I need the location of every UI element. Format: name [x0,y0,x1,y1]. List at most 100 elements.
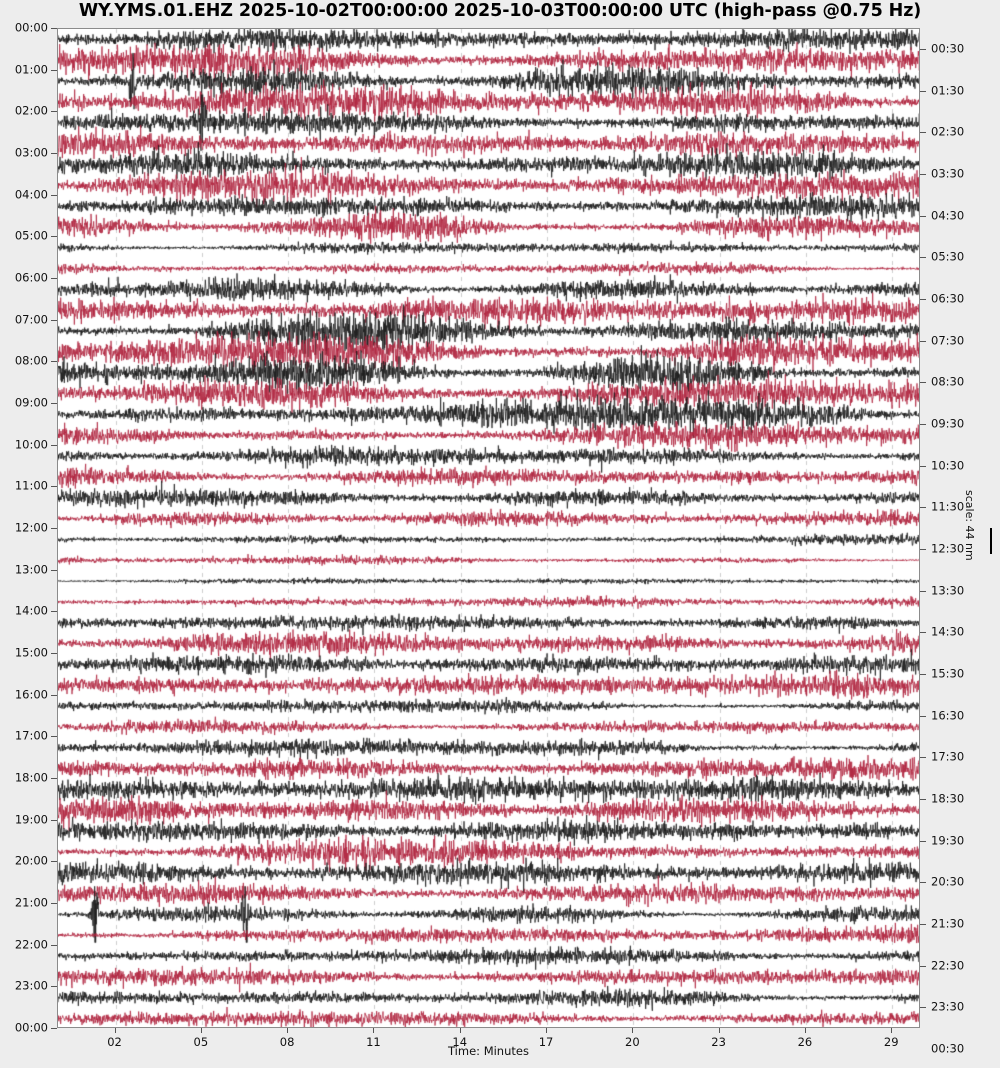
x-tick [804,1028,806,1033]
y-label-left: 03:00 [14,145,48,160]
x-label: 14 [452,1035,468,1049]
y-tick-right [920,923,926,925]
x-tick [891,1028,893,1033]
y-label-left: 08:00 [14,353,48,368]
y-label-right: 18:30 [931,791,965,806]
x-label: 26 [797,1035,813,1049]
y-label-left: 23:00 [14,978,48,993]
y-tick-right [920,465,926,467]
y-tick-right [920,882,926,884]
y-tick-left [51,1028,57,1029]
y-tick-right [920,965,926,967]
y-tick-left [51,903,57,904]
x-label: 29 [883,1035,899,1049]
y-tick-left [51,653,57,654]
y-tick-right [920,132,926,134]
x-label: 11 [366,1035,381,1049]
y-tick-right [920,548,926,550]
x-tick [114,1028,116,1033]
y-tick-left [51,569,57,571]
y-label-left: 10:00 [14,436,48,451]
y-label-right: 06:30 [931,291,965,306]
x-label: 17 [538,1035,554,1049]
x-tick [373,1028,375,1033]
y-tick-left [51,444,57,446]
y-label-right: 11:30 [931,499,965,514]
y-label-left: 21:00 [14,895,48,910]
y-tick-left [51,486,57,488]
y-label-left: 15:00 [14,645,48,660]
y-tick-left [51,69,57,71]
x-label: 05 [193,1035,209,1049]
y-label-right: 04:30 [931,207,965,222]
y-label-right: 07:30 [931,332,965,347]
y-label-right: 08:30 [931,374,965,389]
y-tick-right [920,340,926,342]
x-label: 23 [711,1035,726,1049]
y-label-left: 20:00 [14,853,48,868]
y-label-left: 16:00 [14,686,48,701]
x-tick [718,1028,720,1033]
y-label-right: 23:30 [931,999,965,1014]
y-tick-left [51,528,57,529]
y-tick-right [920,382,926,384]
y-tick-left [51,319,57,321]
y-tick-left [51,986,57,988]
y-label-left: 22:00 [14,936,48,951]
y-tick-left [51,944,57,946]
y-label-left: 14:00 [14,603,48,618]
y-label-left: 01:00 [14,61,48,76]
y-tick-right [920,507,926,509]
y-label-left: 09:00 [14,395,48,410]
y-label-left: 06:00 [14,270,48,285]
y-label-right: 01:30 [931,82,965,97]
y-tick-right [920,632,926,634]
y-tick-left [51,694,57,696]
y-label-left: 05:00 [14,228,48,243]
y-tick-left [51,819,57,821]
y-tick-left [51,153,57,154]
y-label-left: 00:00 [14,1020,48,1035]
x-label: 08 [279,1035,295,1049]
y-tick-left [51,194,57,196]
y-tick-right [920,173,926,175]
y-label-right: 13:30 [931,582,965,597]
y-tick-left [51,236,57,238]
x-tick [546,1028,548,1033]
scale-bar [990,528,992,554]
y-tick-left [51,28,57,29]
y-tick-right [920,423,926,425]
y-label-right: 09:30 [931,416,965,431]
y-label-right: 00:30 [931,41,965,56]
x-tick [287,1028,289,1033]
y-tick-left [51,111,57,113]
y-label-left: 19:00 [14,811,48,826]
x-label: 02 [107,1035,122,1049]
y-tick-right [920,798,926,800]
y-label-left: 13:00 [14,561,48,576]
y-label-right: 15:30 [931,666,965,681]
y-label-right: 22:30 [931,957,965,972]
y-tick-right [920,298,926,300]
y-label-right: 05:30 [931,249,965,264]
y-tick-right [920,673,926,675]
y-label-left: 02:00 [14,103,48,118]
scale-annotation: scale: 44 nm [963,490,976,561]
x-tick [459,1028,461,1033]
y-label-right: 16:30 [931,707,965,722]
x-label: 20 [625,1035,640,1049]
y-tick-right [920,257,926,259]
y-label-left: 17:00 [14,728,48,743]
y-axis-left: 00:00 01:00 02:00 03:00 04:00 05:00 06:00 07:00… [0,0,57,1065]
y-label-right: 00:30 [931,1041,965,1056]
x-axis: 02 05 08 11 14 17 20 23 26 29 [57,1028,920,1068]
y-tick-right [920,215,926,217]
y-tick-left [51,361,57,363]
x-tick [200,1028,202,1033]
y-tick-right [920,1007,926,1009]
y-tick-left [51,778,57,779]
y-label-left: 11:00 [14,478,48,493]
y-label-right: 03:30 [931,166,965,181]
y-label-right: 20:30 [931,874,965,889]
